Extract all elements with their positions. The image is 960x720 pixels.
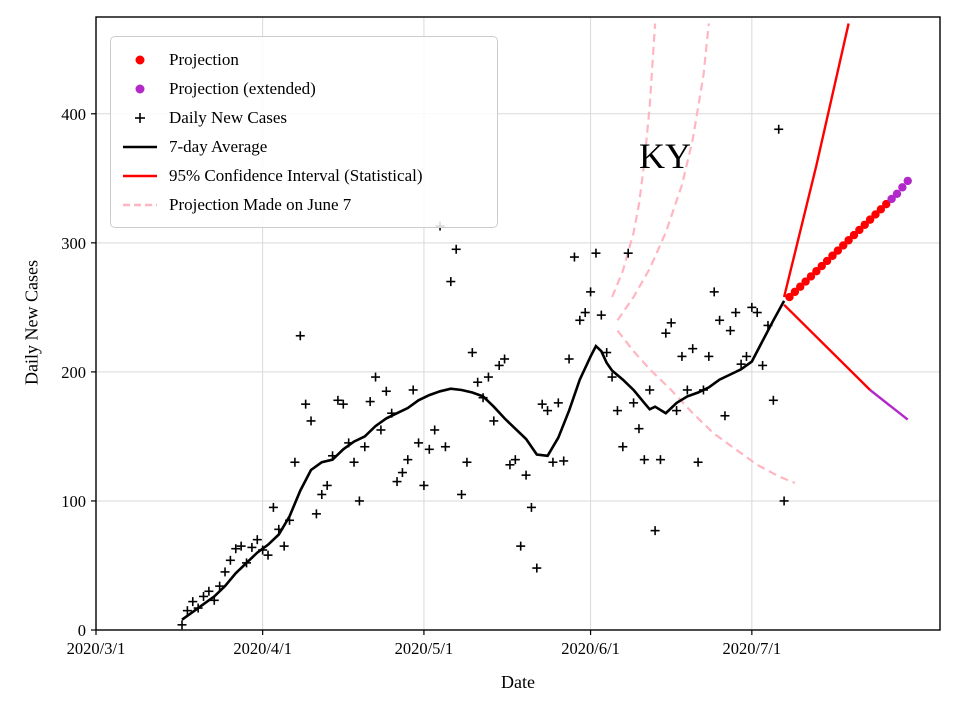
- legend-item-label: Projection Made on June 7: [169, 194, 352, 214]
- series-line: [783, 303, 871, 391]
- dot-marker: [812, 267, 821, 276]
- state-annotation: KY: [639, 136, 691, 176]
- x-tick-label: 2020/7/1: [723, 639, 782, 658]
- dot-marker: [887, 194, 896, 204]
- legend-dashed-icon: [123, 203, 157, 206]
- legend-item-label: 95% Confidence Interval (Statistical): [169, 165, 423, 185]
- plot-frame: [95, 16, 941, 631]
- legend-item: Projection: [119, 45, 487, 74]
- legend-item-label: Daily New Cases: [169, 107, 288, 127]
- dot-marker: [860, 220, 869, 229]
- dot-marker: [849, 230, 859, 240]
- dot-marker: [871, 210, 880, 219]
- y-tick-label: 0: [78, 621, 86, 640]
- series-line: [869, 389, 909, 421]
- dot-marker: [844, 236, 853, 245]
- y-tick-label: 100: [61, 492, 86, 511]
- series-dashed: [611, 23, 657, 298]
- dot-marker: [903, 176, 912, 186]
- series-dashed: [616, 23, 710, 321]
- dot-marker: [882, 199, 891, 209]
- legend-item-label: Projection: [169, 49, 239, 69]
- dot-marker: [790, 287, 800, 297]
- dot-marker: [865, 215, 875, 224]
- y-tick-label: 200: [61, 363, 86, 382]
- legend-item: 7-day Average: [119, 132, 487, 161]
- dot-marker: [822, 256, 832, 266]
- legend-plus-icon: [135, 112, 145, 123]
- dot-marker: [806, 272, 816, 281]
- legend-line-icon: [123, 145, 157, 148]
- legend-item: Projection Made on June 7: [119, 190, 487, 219]
- y-tick-label: 400: [61, 105, 86, 124]
- dot-marker: [855, 225, 864, 235]
- legend-dot-icon: [135, 84, 145, 93]
- y-axis-label: Daily New Cases: [21, 260, 42, 385]
- legend-line-icon: [123, 174, 157, 177]
- legend-item-label: Projection (extended): [169, 78, 316, 98]
- x-tick-label: 2020/4/1: [233, 639, 292, 658]
- dot-marker: [801, 277, 810, 286]
- series-line: [782, 23, 850, 298]
- dot-marker: [817, 261, 826, 271]
- legend-item-label: 7-day Average: [169, 136, 268, 156]
- dot-marker: [833, 246, 843, 255]
- dot-marker: [828, 251, 837, 260]
- x-tick-label: 2020/6/1: [561, 639, 620, 658]
- legend: Projection Projection (extended) Daily New…: [110, 36, 498, 228]
- x-axis-label: Date: [501, 672, 535, 692]
- dot-marker: [892, 189, 902, 199]
- x-tick-label: 2020/5/1: [395, 639, 454, 658]
- legend-item: Daily New Cases: [119, 103, 487, 132]
- y-tick-label: 300: [61, 234, 86, 253]
- dot-marker: [876, 205, 886, 214]
- dot-marker: [898, 183, 907, 192]
- legend-item: 95% Confidence Interval (Statistical): [119, 161, 487, 190]
- x-tick-label: 2020/3/1: [67, 639, 126, 658]
- dot-marker: [839, 241, 848, 250]
- legend-dot-icon: [135, 55, 145, 64]
- dot-marker: [796, 282, 805, 291]
- legend-item: Projection (extended): [119, 74, 487, 103]
- dot-marker: [785, 292, 794, 302]
- series-line: [181, 300, 786, 621]
